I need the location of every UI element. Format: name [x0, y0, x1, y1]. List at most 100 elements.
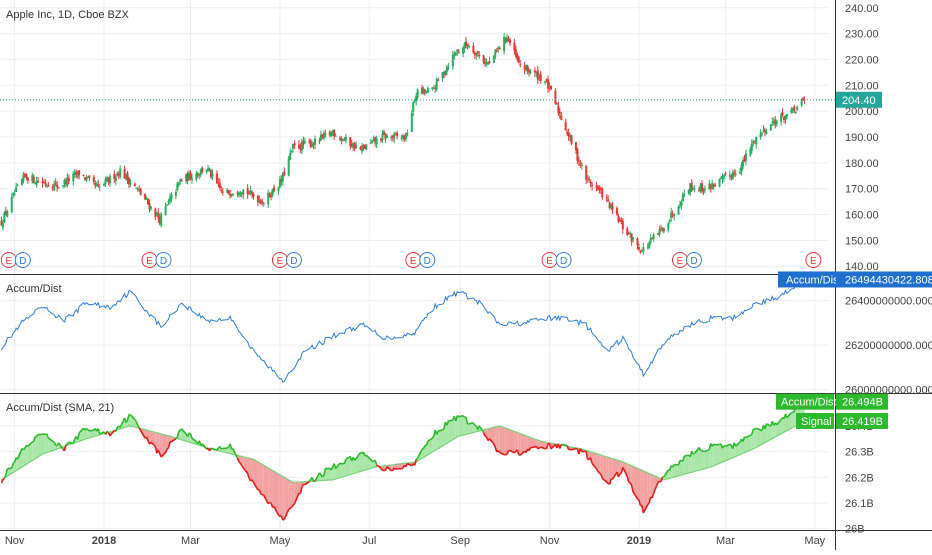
osc-pane-title: Accum/Dist (SMA, 21)	[6, 402, 114, 414]
candle-body	[129, 183, 131, 184]
price-y-tick-label: 240.00	[845, 3, 879, 15]
fill-above-signal	[756, 428, 760, 447]
fill-above-signal	[38, 434, 42, 457]
candle-body	[458, 52, 460, 53]
fill-below-signal	[261, 464, 262, 495]
x-tick-label: Sep	[450, 535, 470, 547]
accum-dist-osc-segment	[239, 462, 240, 463]
candle-body	[247, 188, 249, 194]
fill-above-signal	[361, 452, 363, 471]
event-marker-label: E	[410, 256, 417, 267]
fill-above-signal	[753, 429, 754, 449]
candle-body	[109, 176, 111, 184]
accum-dist-osc-segment	[167, 448, 168, 450]
candle-body	[790, 109, 792, 113]
fill-above-signal	[711, 444, 712, 468]
event-marker-label: E	[146, 256, 153, 267]
fill-above-signal	[468, 424, 470, 434]
candle-body	[283, 172, 285, 176]
accum-dist-osc-segment	[599, 473, 600, 474]
candle-body	[770, 124, 772, 130]
fill-below-signal	[638, 468, 640, 500]
accum-dist-osc-segment	[538, 448, 539, 449]
fill-above-signal	[714, 444, 716, 466]
accum-dist-osc-segment	[459, 416, 463, 417]
candle-body	[704, 189, 706, 191]
candle-body	[216, 173, 218, 182]
candle-body	[437, 80, 439, 81]
event-marker-label: E	[5, 256, 12, 267]
candle-body	[294, 143, 296, 145]
candle-body	[383, 132, 385, 135]
candle-body	[401, 138, 403, 139]
candle-body	[427, 88, 429, 92]
fill-above-signal	[469, 423, 473, 434]
price-y-tick-label: 220.00	[845, 54, 879, 66]
fill-above-signal	[705, 450, 709, 469]
accum-dist-osc-segment	[283, 519, 284, 520]
fill-above-signal	[668, 470, 669, 479]
candle-body	[527, 66, 529, 71]
fill-below-signal	[290, 481, 291, 509]
fill-above-signal	[23, 448, 25, 466]
candle-body	[412, 102, 414, 112]
candle-body	[465, 42, 467, 46]
accum-dist-osc-segment	[66, 444, 67, 445]
fill-above-signal	[745, 437, 746, 453]
fill-below-signal	[283, 476, 285, 520]
price-y-tick-label: 210.00	[845, 80, 879, 92]
candle-body	[119, 169, 121, 177]
candle-body	[462, 48, 464, 54]
candle-body	[682, 194, 684, 202]
candle-body	[782, 112, 784, 115]
osc-y-tick-label: 26.3B	[845, 447, 874, 459]
candle-body	[97, 184, 99, 186]
candle-body	[455, 53, 457, 55]
candle-body	[231, 195, 233, 196]
candle-body	[251, 192, 253, 194]
candle-body	[17, 185, 19, 186]
candle-body	[680, 202, 682, 206]
fill-above-signal	[32, 441, 34, 460]
candle-body	[554, 91, 556, 104]
fill-below-signal	[519, 433, 520, 455]
accum-dist-osc-segment	[86, 428, 87, 429]
fill-above-signal	[750, 434, 752, 450]
candle-body	[751, 144, 753, 151]
osc-value-label: 26.494B	[842, 397, 883, 409]
candle-body	[291, 151, 293, 152]
candle-body	[55, 183, 57, 184]
x-tick-label: May	[270, 535, 291, 547]
accum-dist-osc-segment	[35, 436, 36, 437]
candle-body	[483, 56, 485, 63]
candle-body	[11, 197, 13, 212]
event-marker-label: E	[277, 256, 284, 267]
accum-dist-osc-segment	[262, 495, 263, 496]
candle-body	[273, 187, 275, 191]
candle-body	[345, 137, 347, 141]
candle-body	[632, 237, 634, 239]
candle-body	[578, 161, 580, 162]
fill-above-signal	[712, 444, 714, 466]
fill-above-signal	[682, 461, 683, 475]
candle-body	[6, 211, 8, 217]
fill-above-signal	[693, 453, 694, 471]
candle-body	[795, 112, 797, 113]
candle-body	[406, 133, 408, 134]
accum-dist-osc-segment	[463, 416, 464, 418]
accum-dist-osc-segment	[620, 473, 621, 474]
candle-body	[47, 185, 49, 186]
candle-body	[579, 163, 581, 165]
candle-body	[537, 70, 539, 80]
candle-body	[673, 214, 675, 216]
candle-body	[88, 175, 90, 177]
accum-dist-osc-segment	[438, 430, 442, 431]
x-tick-label: Mar	[716, 535, 735, 547]
fill-above-signal	[340, 463, 342, 478]
candle-body	[694, 188, 696, 189]
fill-above-signal	[365, 455, 367, 470]
accum-dist-osc-segment	[340, 463, 341, 464]
candle-body	[745, 153, 747, 161]
event-marker-label: E	[546, 256, 553, 267]
